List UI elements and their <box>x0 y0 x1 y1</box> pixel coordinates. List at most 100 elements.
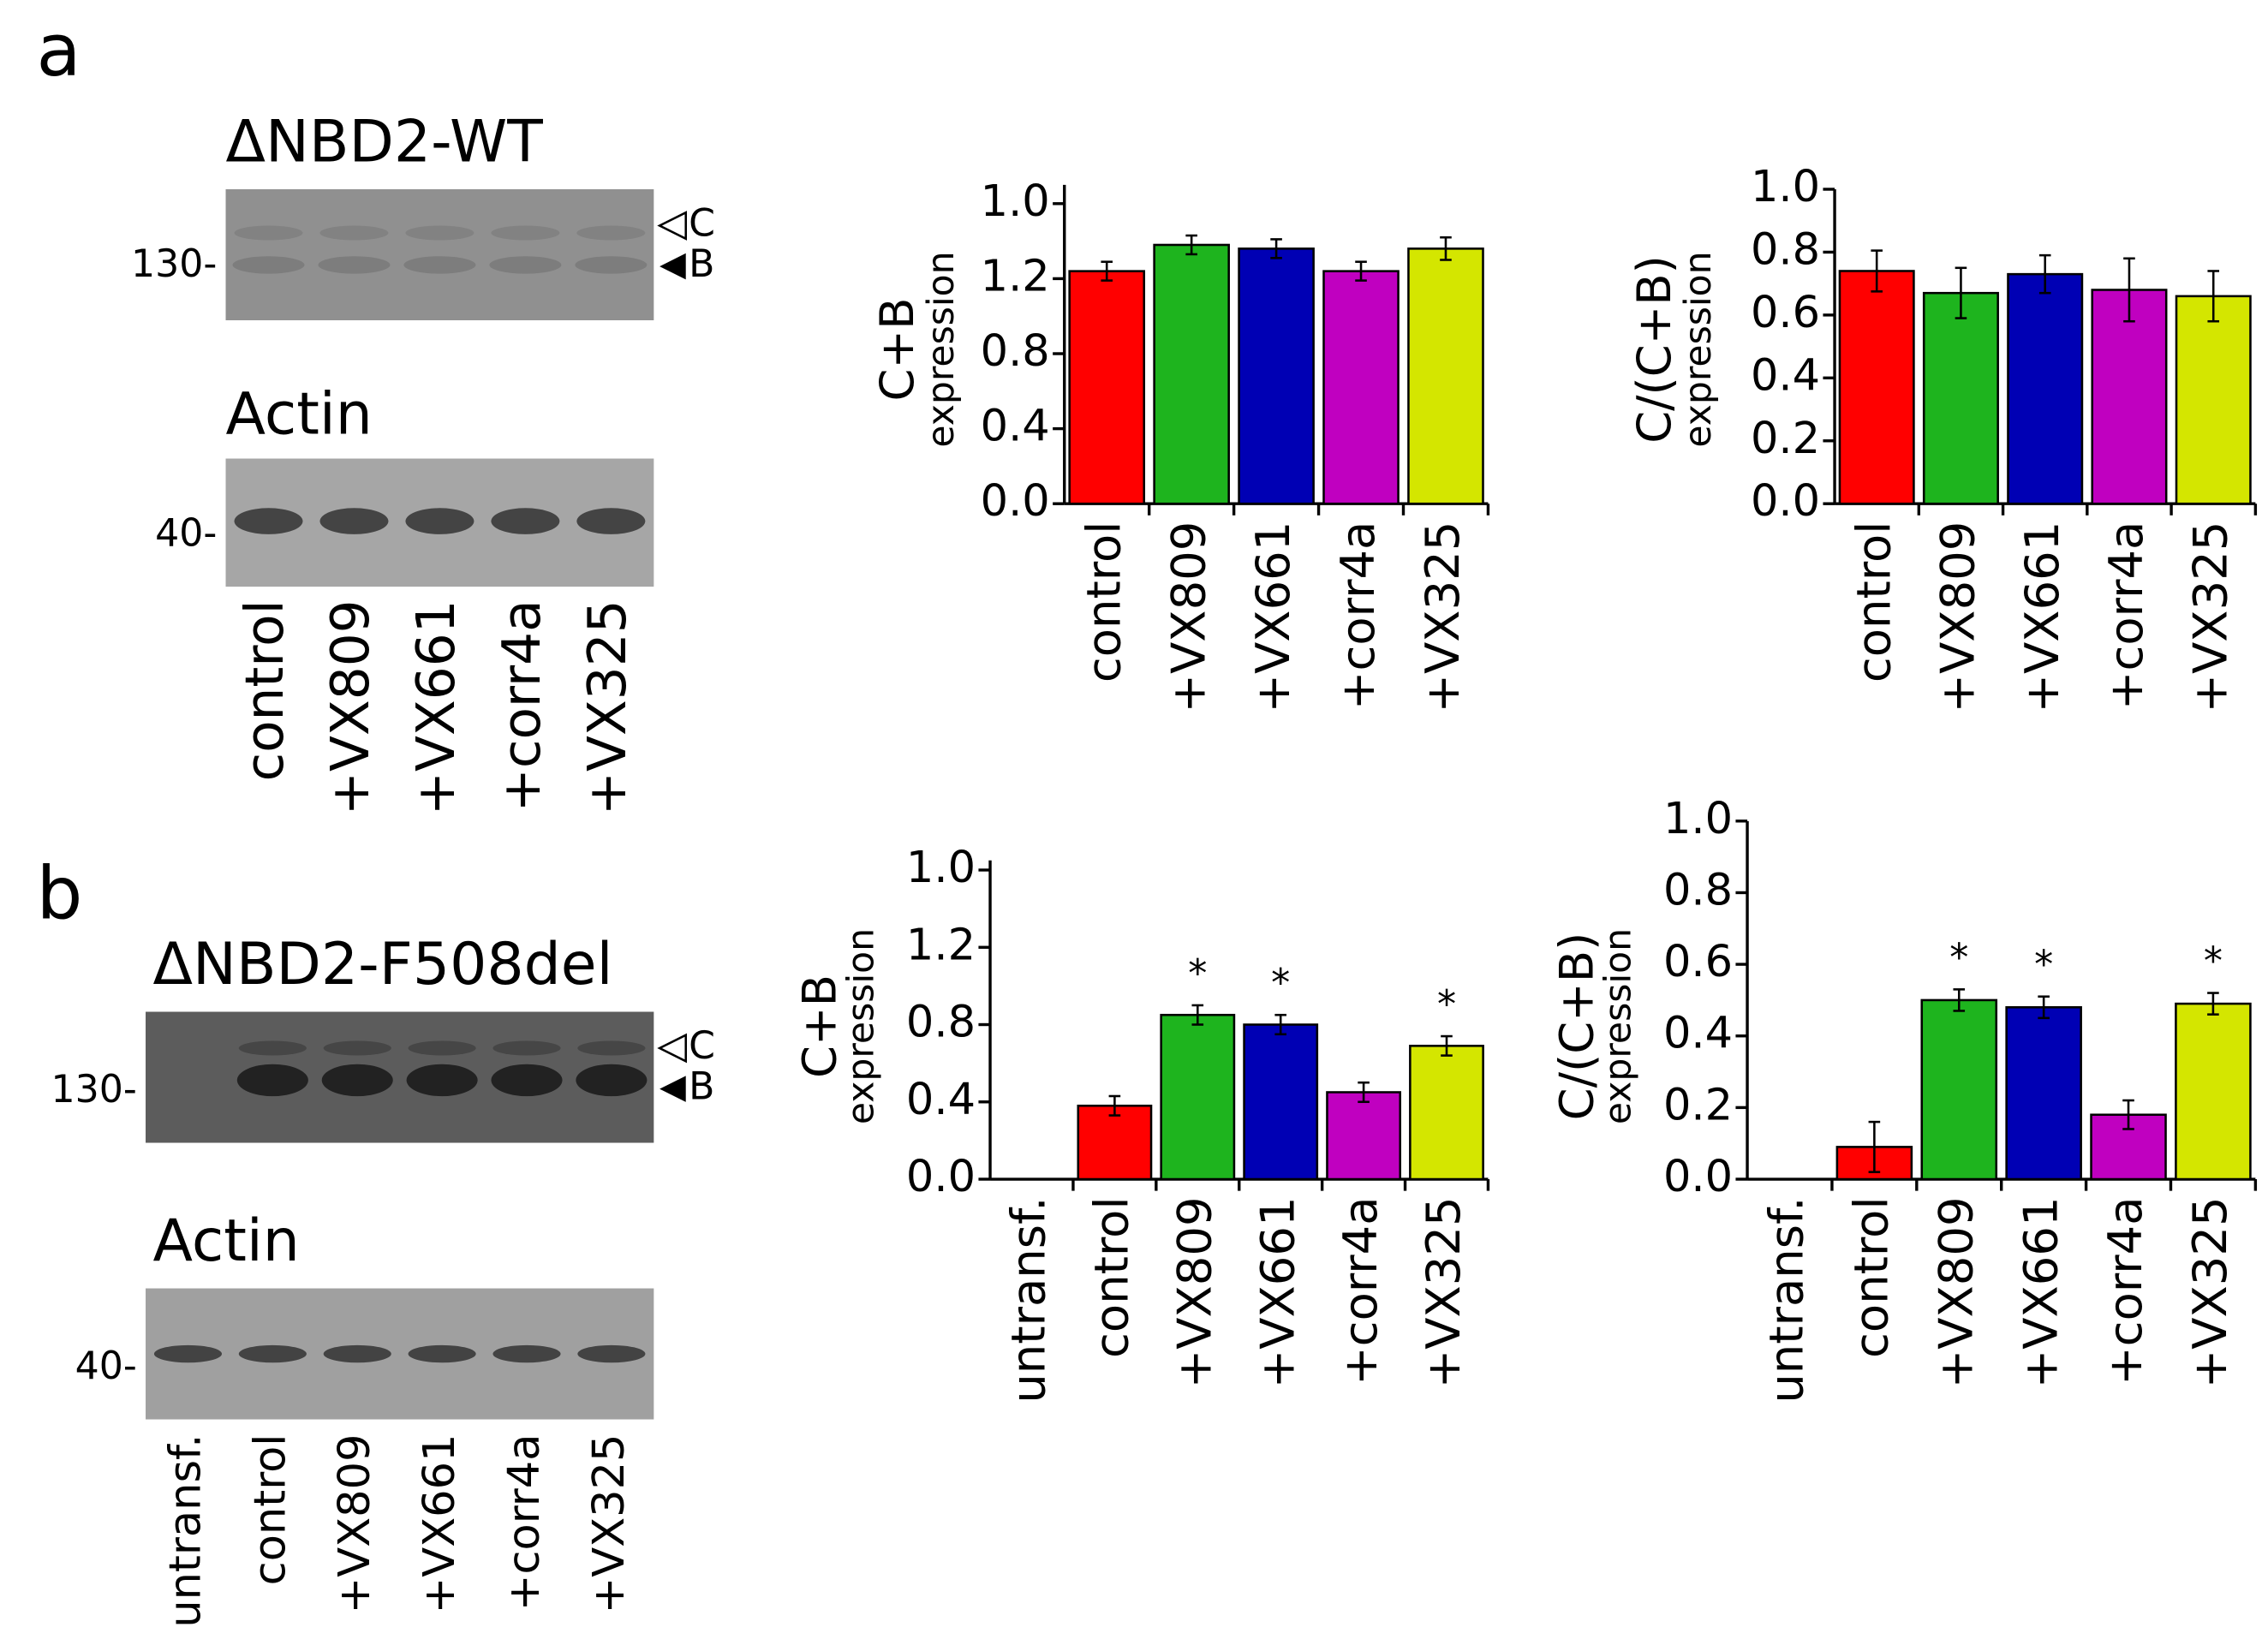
y-tick-label: 0.2 <box>1663 1080 1733 1130</box>
actin-band <box>576 508 646 534</box>
protein-band <box>489 256 562 274</box>
x-tick-label: control <box>1077 522 1131 683</box>
protein-band <box>321 1064 393 1097</box>
blot <box>225 189 654 321</box>
actin-title: Actin <box>226 380 373 448</box>
y-axis-sublabel: expression <box>1598 928 1640 1124</box>
y-tick-label: 0.4 <box>1751 350 1820 401</box>
y-axis-sublabel: expression <box>921 251 963 447</box>
band-label: B <box>689 242 714 286</box>
bar <box>1243 1023 1319 1181</box>
x-tick-label: control <box>1085 1196 1139 1358</box>
actin-band <box>234 508 303 534</box>
lane-label: +VX661 <box>415 1434 465 1614</box>
y-tick-label: 0.0 <box>906 1152 976 1202</box>
x-tick-label: +VX809 <box>1931 522 1985 713</box>
x-tick-label: +VX325 <box>1417 1196 1471 1388</box>
lane-label: +VX809 <box>330 1434 380 1614</box>
y-tick-label: 0.0 <box>981 476 1050 527</box>
bar <box>1068 270 1146 505</box>
blot-title: ΔNBD2-WT <box>226 109 544 176</box>
significance-mark: * <box>1437 983 1456 1027</box>
actin-band <box>153 1344 223 1363</box>
x-tick-label: +corr4a <box>2099 522 2153 710</box>
protein-band <box>408 1040 476 1056</box>
x-tick-label: untransf. <box>1760 1196 1814 1403</box>
significance-mark: * <box>2034 944 2053 987</box>
protein-band <box>403 256 476 274</box>
protein-band <box>405 225 474 241</box>
band-label: C <box>689 202 715 246</box>
panel-label: a <box>37 9 81 93</box>
actin-band <box>405 508 474 534</box>
bar <box>2005 1006 2082 1181</box>
protein-band <box>232 256 305 274</box>
band-arrow-open <box>657 211 688 241</box>
y-tick-label: 0.8 <box>1751 224 1820 275</box>
bar <box>1407 247 1484 505</box>
x-tick-label: +corr4a <box>1334 1196 1388 1385</box>
y-tick-label: 0.6 <box>1751 288 1820 338</box>
x-tick-label: control <box>1845 1196 1899 1358</box>
x-tick-label: +VX325 <box>2183 1196 2237 1388</box>
y-tick-label: 0.8 <box>906 998 976 1048</box>
bar <box>1238 247 1315 505</box>
blot <box>146 1011 654 1143</box>
actin-blot <box>146 1288 654 1420</box>
mw-marker: 130- <box>131 242 217 286</box>
x-tick-label: +VX661 <box>2015 522 2069 713</box>
y-tick-label: 1.2 <box>981 251 1050 301</box>
y-tick-label: 0.0 <box>1751 476 1820 527</box>
protein-band <box>323 1040 391 1056</box>
bar <box>1838 270 1915 505</box>
lane-label: control <box>245 1434 295 1586</box>
x-tick-label: +VX661 <box>1250 1196 1304 1388</box>
band-arrow-filled <box>660 1076 686 1102</box>
protein-band <box>576 225 646 241</box>
protein-band <box>492 1040 561 1056</box>
x-tick-label: +VX661 <box>2014 1196 2068 1388</box>
actin-band <box>323 1344 391 1363</box>
y-tick-label: 0.4 <box>906 1075 976 1125</box>
protein-band <box>236 1064 308 1097</box>
band-arrow-open <box>657 1033 688 1064</box>
protein-band <box>577 1040 646 1056</box>
y-tick-label: 0.8 <box>1663 865 1733 915</box>
y-axis-sublabel: expression <box>1678 251 1720 447</box>
lane-label: +VX325 <box>584 1434 635 1614</box>
y-axis-label: C+B <box>793 975 847 1078</box>
bar <box>2175 295 2252 505</box>
x-tick-label: +corr4a <box>1331 522 1385 710</box>
mw-marker: 40- <box>75 1344 137 1388</box>
protein-band <box>575 256 648 274</box>
y-tick-label: 1.2 <box>906 920 976 970</box>
band-label: C <box>689 1024 715 1068</box>
y-tick-label: 1.0 <box>906 843 976 893</box>
x-tick-label: +VX325 <box>2183 522 2237 713</box>
y-tick-label: 0.0 <box>1663 1152 1733 1202</box>
lane-label: +VX325 <box>577 599 638 815</box>
y-tick-label: 0.4 <box>981 402 1050 452</box>
significance-mark: * <box>1188 952 1207 996</box>
mw-marker: 130- <box>51 1068 137 1112</box>
band-label: B <box>689 1065 714 1109</box>
actin-band <box>238 1344 307 1363</box>
protein-band <box>319 225 389 241</box>
band-arrow-filled <box>660 253 686 280</box>
y-tick-label: 0.8 <box>981 326 1050 377</box>
lane-label: +VX809 <box>320 599 381 815</box>
blot-title: ΔNBD2-F508del <box>153 931 613 998</box>
lane-label: +corr4a <box>492 599 552 812</box>
y-tick-label: 1.0 <box>981 176 1050 227</box>
x-tick-label: +VX661 <box>1246 522 1300 713</box>
bar <box>1153 243 1230 505</box>
x-tick-label: +VX809 <box>1161 522 1215 713</box>
y-tick-label: 0.2 <box>1751 414 1820 464</box>
significance-mark: * <box>2204 940 2223 984</box>
protein-band <box>576 1064 648 1097</box>
x-tick-label: +VX809 <box>1929 1196 1983 1388</box>
significance-mark: * <box>1949 936 1968 980</box>
y-tick-label: 1.0 <box>1663 794 1733 844</box>
actin-band <box>577 1344 646 1363</box>
actin-title: Actin <box>153 1207 300 1275</box>
